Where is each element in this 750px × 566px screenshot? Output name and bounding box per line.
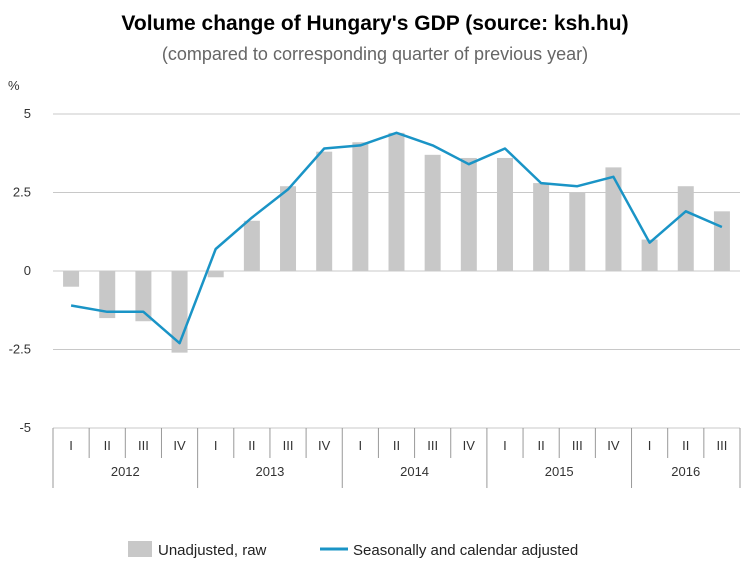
axis-layer: %52.50-2.5-5I II III IV I II III IV I II III IV I II I… [8, 78, 741, 488]
bar [280, 186, 297, 271]
x-tick-label: I [359, 438, 363, 453]
year-label: 2015 [545, 464, 574, 479]
x-tick-label: III [572, 438, 583, 453]
x-tick-label: II [248, 438, 255, 453]
x-tick-label: I [69, 438, 73, 453]
line-layer [70, 131, 723, 345]
x-tick-label: II [393, 438, 400, 453]
year-label: 2014 [400, 464, 429, 479]
bar [63, 271, 80, 287]
legend-swatch-bar [128, 541, 152, 557]
legend-label: Seasonally and calendar adjusted [353, 542, 578, 559]
year-label: 2012 [111, 464, 140, 479]
bar [352, 142, 369, 271]
bar [533, 183, 550, 271]
legend-label: Unadjusted, raw [158, 542, 267, 559]
bar [388, 132, 405, 271]
bar [460, 157, 477, 271]
x-tick-label: I [648, 438, 652, 453]
x-tick-label: III [138, 438, 149, 453]
x-tick-label: II [538, 438, 545, 453]
legend: Unadjusted, raw Seasonally and calendar a… [128, 541, 578, 559]
year-label: 2013 [255, 464, 284, 479]
bar [243, 220, 260, 271]
bar [713, 211, 730, 271]
y-axis-unit: % [8, 78, 20, 93]
y-tick-label: 2.5 [13, 185, 31, 200]
bar-layer [63, 132, 730, 353]
x-tick-label: II [682, 438, 689, 453]
x-tick-label: IV [463, 438, 476, 453]
x-tick-label: IV [607, 438, 620, 453]
x-tick-label: III [283, 438, 294, 453]
bar [135, 271, 152, 322]
x-tick-label: III [427, 438, 438, 453]
y-tick-label: -2.5 [9, 342, 31, 357]
chart-title: Volume change of Hungary's GDP (source: … [121, 12, 629, 35]
bar [424, 154, 441, 271]
bar [496, 157, 513, 271]
x-tick-label: IV [318, 438, 331, 453]
bar [316, 151, 333, 271]
x-tick-label: III [716, 438, 727, 453]
x-tick-label: I [503, 438, 507, 453]
y-tick-label: 5 [24, 106, 31, 121]
x-tick-label: I [214, 438, 218, 453]
y-tick-label: -5 [19, 420, 31, 435]
x-tick-label: IV [173, 438, 186, 453]
y-tick-label: 0 [24, 263, 31, 278]
bar [641, 239, 658, 271]
bar [569, 192, 586, 271]
bar [677, 186, 694, 271]
bar [207, 271, 224, 278]
x-tick-label: II [104, 438, 111, 453]
bar [99, 271, 116, 319]
year-label: 2016 [671, 464, 700, 479]
chart-subtitle: (compared to corresponding quarter of pr… [161, 44, 589, 64]
series-line [70, 131, 723, 345]
bar [605, 167, 622, 271]
